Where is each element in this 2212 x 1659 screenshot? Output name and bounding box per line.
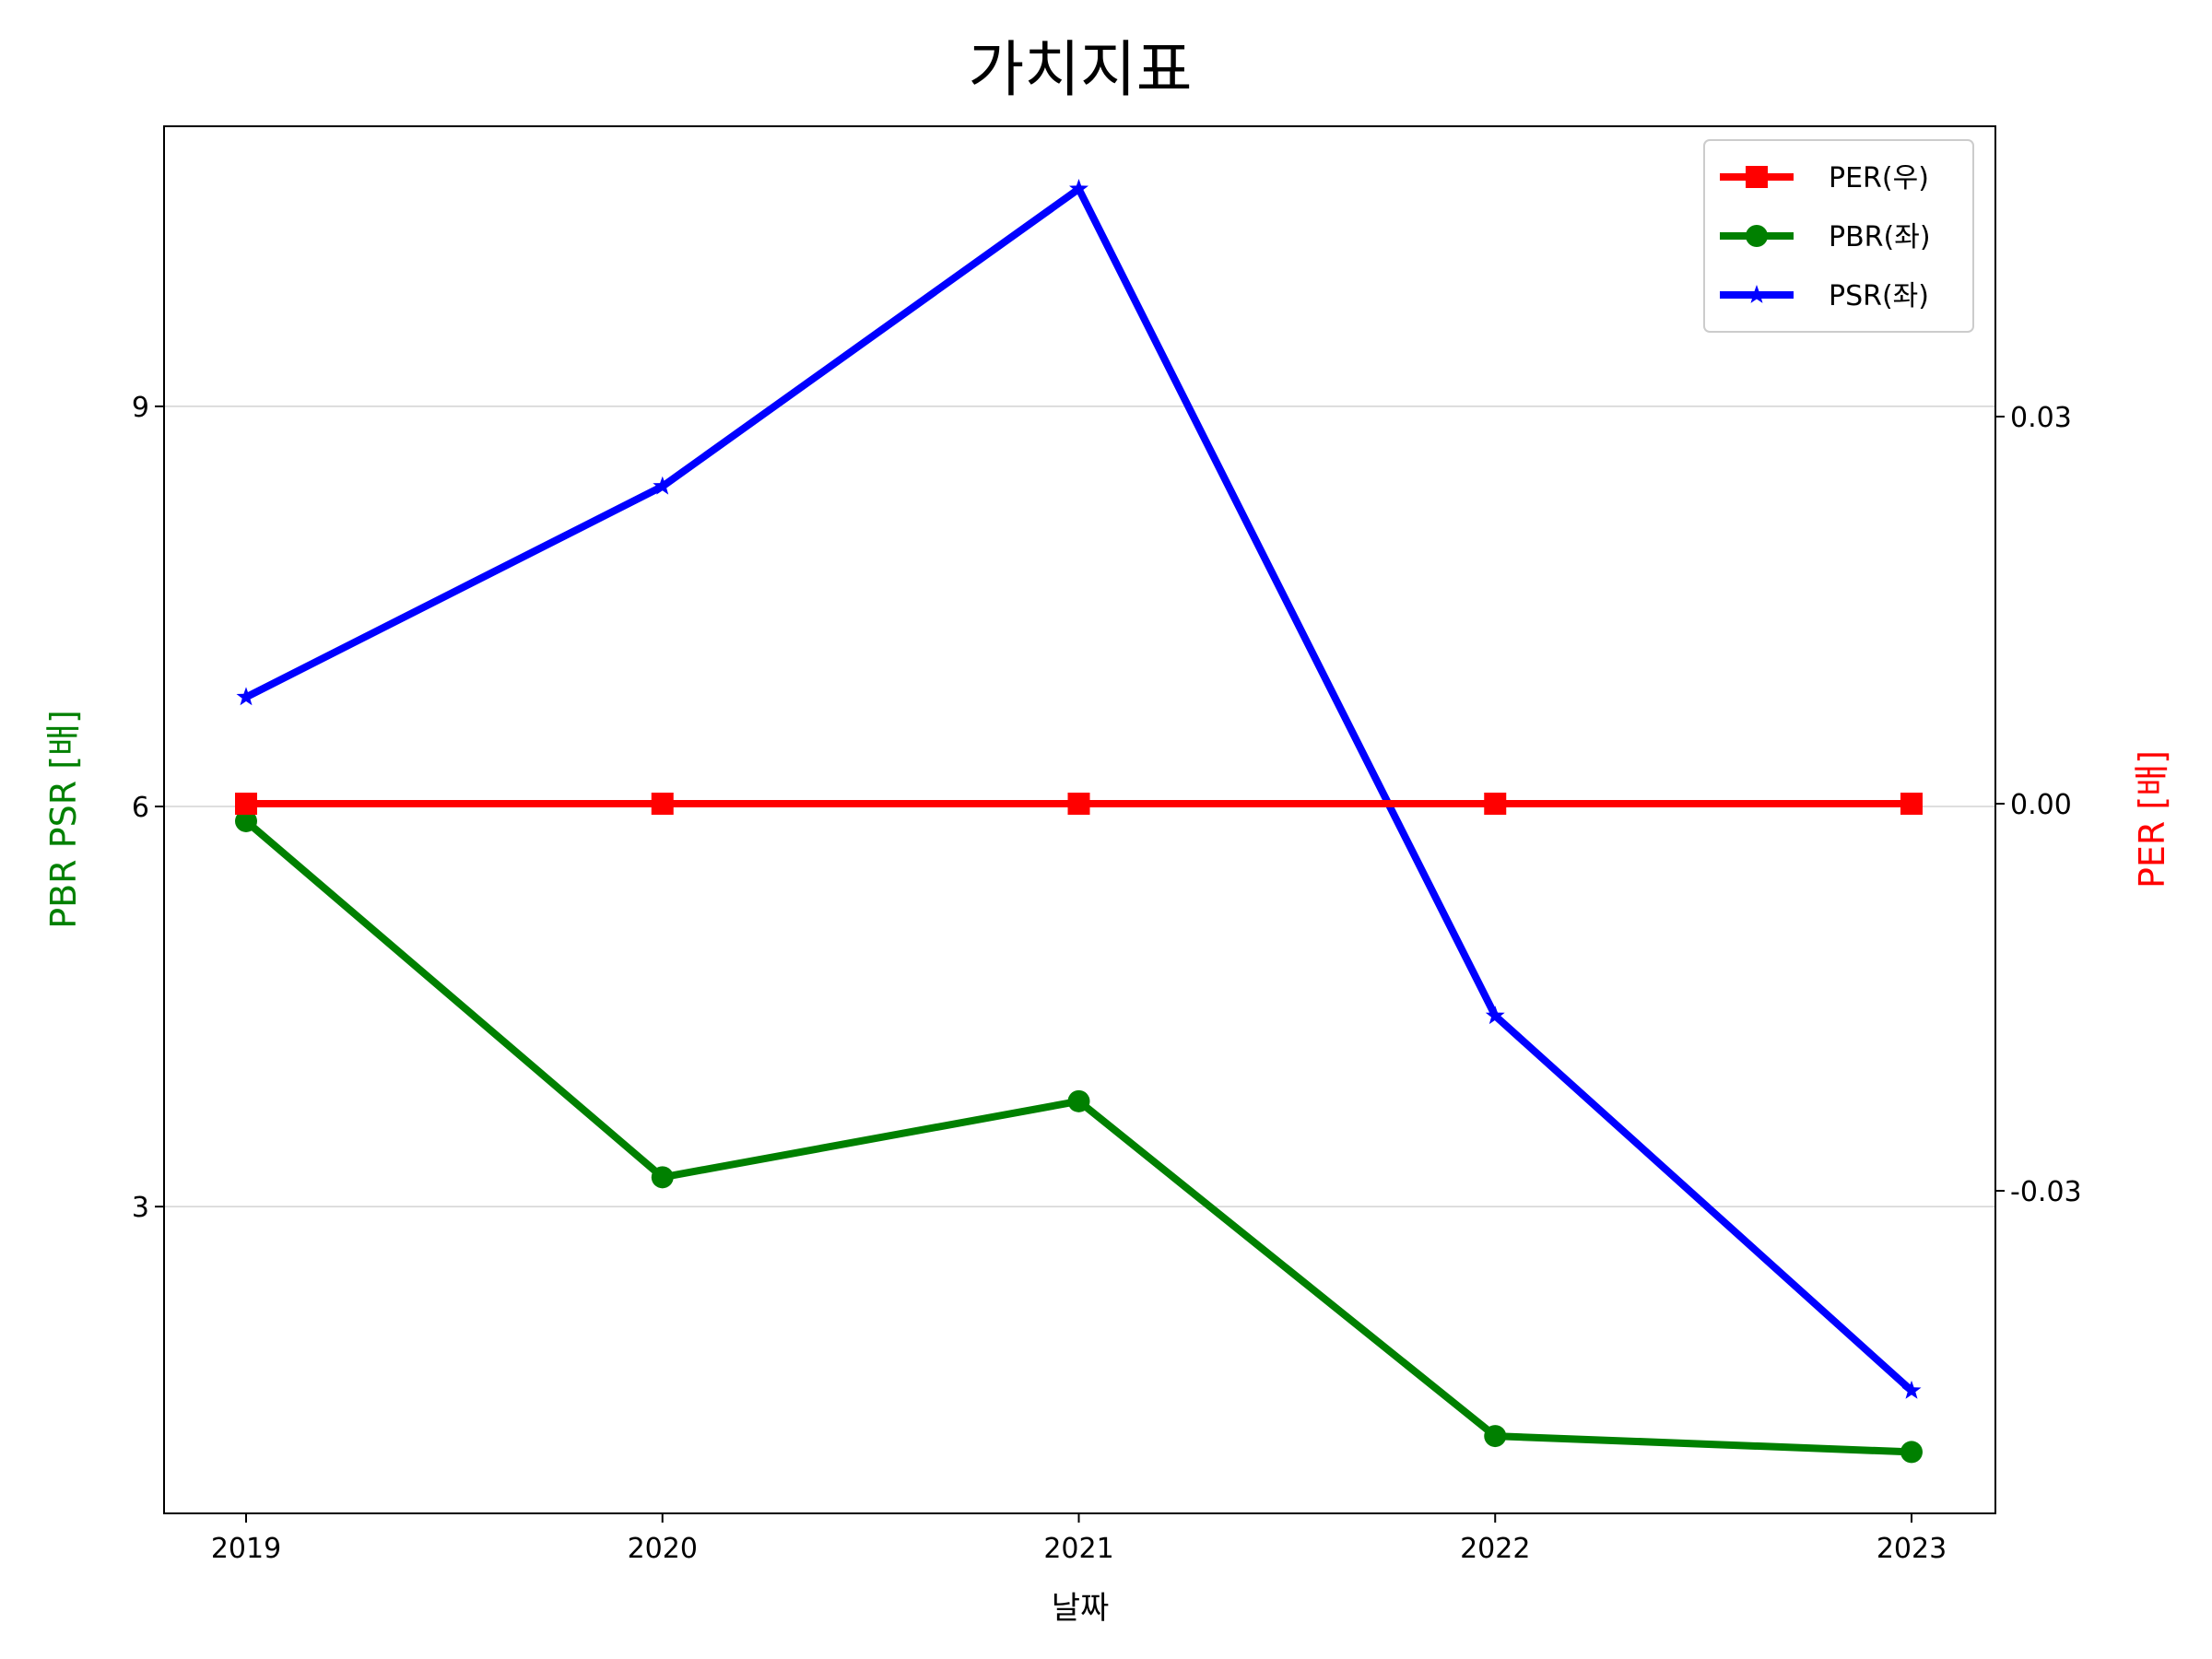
data-point [651,1166,674,1189]
legend-label: PBR(좌) [1829,221,1931,253]
legend-marker [1747,285,1767,303]
data-point [1067,1089,1090,1112]
x-tick-label: 2022 [1460,1533,1530,1565]
y-right-tick-label: 0.00 [2010,789,2072,821]
data-point [651,793,674,815]
legend-frame [1703,139,1974,333]
y-right-tick-label: 0.03 [2010,402,2072,434]
x-tick-label: 2020 [628,1533,698,1565]
x-tick-label: 2019 [211,1533,281,1565]
data-point [1900,793,1923,815]
y-left-tick-label: 3 [132,1192,149,1224]
series-layer [235,179,1923,1464]
x-axis-title: 날짜 [1052,1590,1110,1627]
x-tick-label: 2023 [1877,1533,1947,1565]
y-right-tick-label: -0.03 [2010,1176,2082,1208]
data-point [1484,1425,1507,1448]
data-point [235,809,257,832]
data-point [1069,179,1088,197]
y-axis-title-right: PER [배] [2132,750,2172,888]
legend: PER(우) PBR(좌) PSR(좌) [1703,139,1974,333]
series-per [235,793,1923,815]
data-point [236,687,256,706]
series-psr [236,179,1922,1399]
legend-entry: PER(우) [1720,162,1929,194]
legend-label: PSR(좌) [1829,280,1929,312]
data-point [1067,793,1090,815]
legend-entry: PSR(좌) [1720,280,1929,312]
chart-title: 가치지표 [969,34,1193,105]
data-point [653,476,673,495]
legend-marker [1746,166,1768,188]
y-left-tick-label: 6 [132,792,149,824]
y-axis-title-left: PBR PSR [배] [43,710,84,929]
x-tick-label: 2021 [1043,1533,1113,1565]
legend-entry: PBR(좌) [1720,221,1931,253]
data-point [235,793,257,815]
y-left-tick-label: 9 [132,392,149,424]
data-point [1485,1006,1505,1025]
legend-entries: PER(우) PBR(좌) PSR(좌) [1720,162,1931,312]
y-axis-left: 3 6 9 [132,392,164,1224]
legend-marker [1746,225,1768,247]
legend-label: PER(우) [1829,162,1929,194]
series-pbr [235,809,1923,1464]
y-axis-right: -0.03 0.00 0.03 [1995,402,2082,1208]
x-axis: 2019 2020 2021 2022 2023 [211,1513,1947,1565]
data-point [1901,1380,1922,1399]
data-point [1900,1441,1923,1464]
data-point [1484,793,1507,815]
